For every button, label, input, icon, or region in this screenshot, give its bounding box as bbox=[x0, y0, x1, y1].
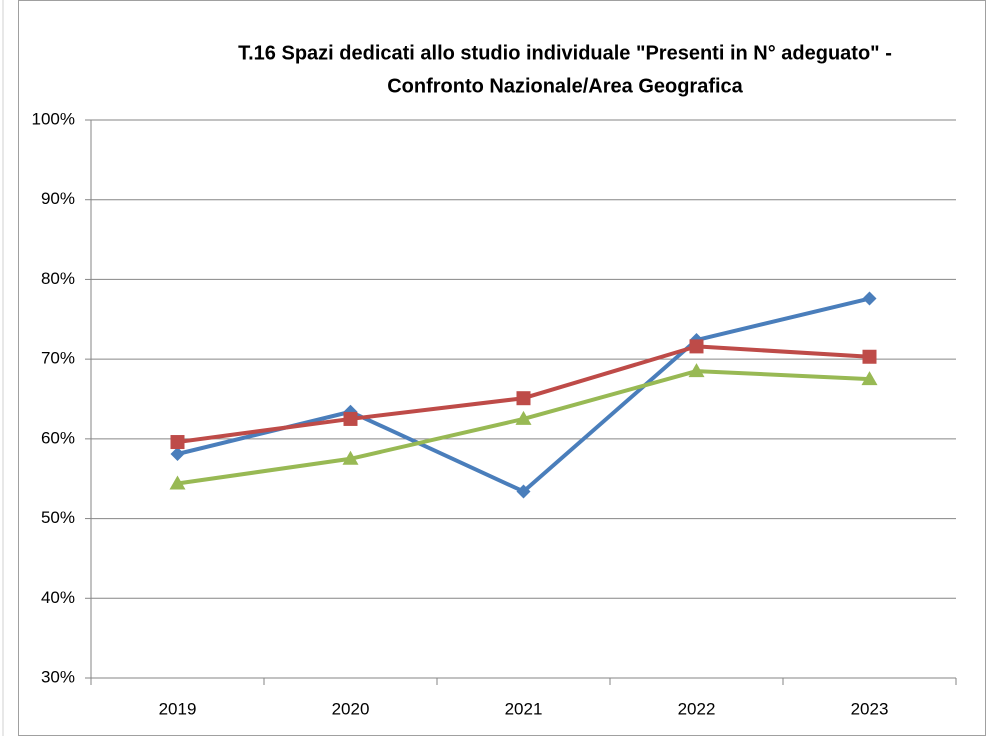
marker bbox=[862, 349, 877, 364]
chart-title: T.16 Spazi dedicati allo studio individu… bbox=[238, 42, 892, 64]
marker bbox=[169, 475, 186, 490]
marker bbox=[516, 391, 531, 406]
chart-title: Confronto Nazionale/Area Geografica bbox=[387, 75, 743, 97]
marker bbox=[515, 410, 532, 425]
y-tick-label: 60% bbox=[41, 428, 75, 447]
marker bbox=[861, 371, 878, 386]
x-tick-label: 2019 bbox=[159, 699, 197, 718]
x-tick-label: 2023 bbox=[851, 699, 889, 718]
marker bbox=[170, 447, 185, 462]
x-tick-label: 2022 bbox=[678, 699, 716, 718]
marker bbox=[516, 484, 531, 499]
x-tick-label: 2020 bbox=[332, 699, 370, 718]
marker bbox=[342, 450, 359, 465]
y-tick-label: 100% bbox=[32, 109, 75, 128]
y-tick-label: 90% bbox=[41, 189, 75, 208]
marker bbox=[862, 291, 877, 306]
y-tick-label: 50% bbox=[41, 508, 75, 527]
marker bbox=[343, 411, 358, 426]
marker bbox=[689, 339, 704, 354]
y-tick-label: 80% bbox=[41, 269, 75, 288]
marker bbox=[688, 363, 705, 378]
chart-frame bbox=[18, 0, 986, 736]
x-tick-label: 2021 bbox=[505, 699, 543, 718]
y-tick-label: 30% bbox=[41, 667, 75, 686]
marker bbox=[170, 435, 185, 450]
y-tick-label: 70% bbox=[41, 349, 75, 368]
y-tick-label: 40% bbox=[41, 588, 75, 607]
